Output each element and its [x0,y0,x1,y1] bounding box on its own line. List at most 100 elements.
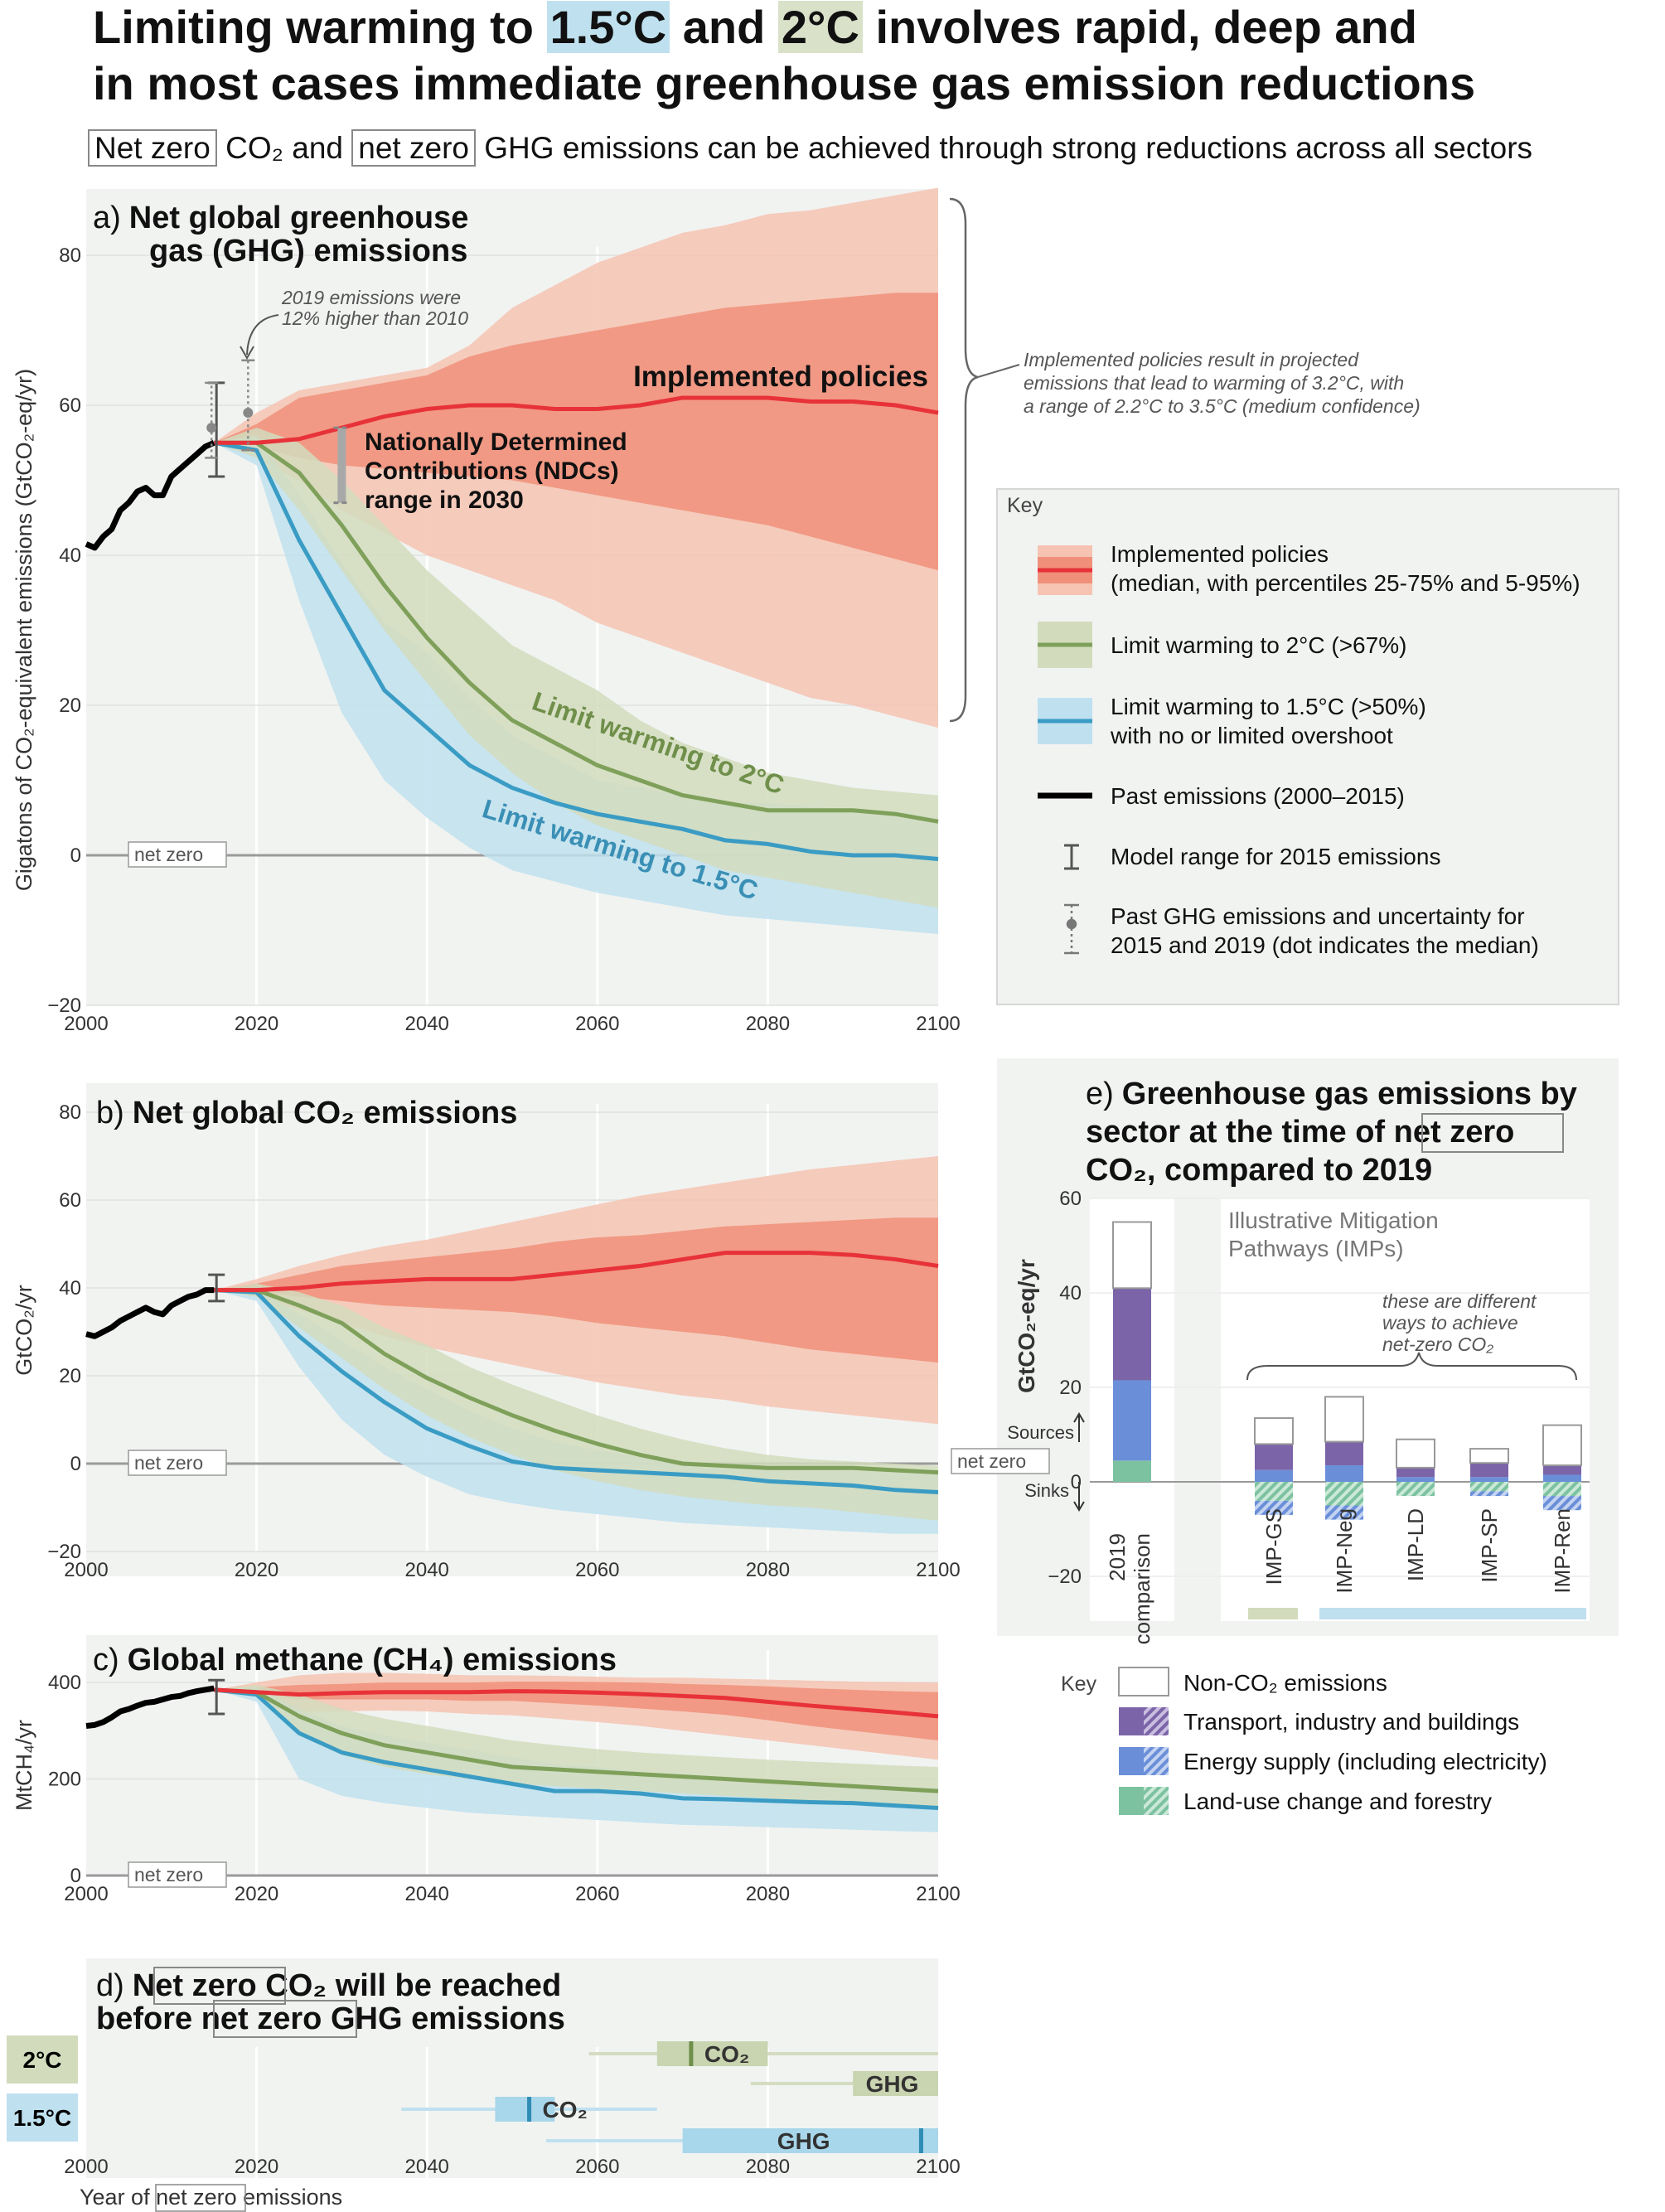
line-1-5c [213,1687,939,1810]
line-past-emissions [85,440,215,551]
x-tick-label: 2040 [405,1013,449,1035]
imp-label: Pathways (IMPs) [1228,1236,1404,1261]
bar-segment [1325,1441,1363,1466]
co2-2c-label: CO₂ [704,2041,749,2067]
net-zero-tag-box [128,1450,227,1476]
imp-note: these are different [1382,1290,1537,1312]
key-item-1-5c: Limit warming to 1.5°C (>50%) [1111,694,1426,719]
bar-segment [1255,1444,1293,1470]
x-tick-label: 2100 [916,1559,960,1581]
bar-segment [1543,1474,1581,1482]
title-text: and [670,1,778,53]
key-e-swatch-transport-hatch [1144,1707,1169,1735]
x-tick-label: 2040 [405,1559,449,1581]
key-item-2c: Limit warming to 2°C (>67%) [1111,632,1406,658]
bar-segment [1542,1424,1582,1467]
panel-c-title-text: Global methane (CH₄) emissions [128,1643,617,1677]
y-tick-label: 200 [48,1769,81,1791]
key-item-past: Past emissions (2000–2015) [1111,783,1405,809]
y-tick-label: 60 [59,1189,81,1212]
brace-note: a range of 2.2°C to 3.5°C (medium confid… [1024,395,1421,417]
ghg-2c-iqr [853,2071,938,2096]
y-tick-label: −20 [1048,1566,1082,1588]
panel-c-ylabel: MtCH₄/yr [12,1720,36,1811]
net-zero-tag: net zero [134,1864,203,1885]
bar-label: IMP-Ren [1550,1508,1575,1594]
panel-b-ylabel: GtCO₂/yr [12,1285,36,1375]
net-zero-tag-box [128,841,227,868]
xlabel-box: net zero [156,2185,237,2210]
bar-segment [1470,1477,1508,1482]
line-implemented-policies [214,1251,939,1293]
panel-d-plot: 2000 2020 2040 2060 2080 2100 CO₂ GHG CO₂ GHG [64,2041,961,2178]
net-zero-boxed: net zero [1394,1115,1515,1150]
co2-2c-iqr [656,2041,768,2066]
bar-label: IMP-SP [1477,1508,1502,1583]
panel-b-plot: 2000 2020 2040 2060 2080 2100−20020406080net … [12,1101,1050,1581]
label-ndc: Contributions (NDCs) [365,457,619,485]
key-item-model-range: Model range for 2015 emissions [1111,844,1440,869]
bar-segment-energy-sink [1470,1491,1508,1497]
key-item-1-5c: with no or limited overshoot [1110,723,1393,748]
y-tick-label: 0 [70,1865,81,1887]
note-arrow [246,314,279,356]
net-zero-tag: net zero [134,844,203,865]
xlabel-pre: Year of [80,2185,156,2210]
key-swatch-past-uncertainty [1064,903,1079,955]
title-highlight-1-5c: 1.5°C [546,1,670,53]
panel-c-plot: 2000 2020 2040 2060 2080 2100 0 200 400 net zero M… [12,1650,961,1905]
label-ndc: Nationally Determined [365,428,627,456]
note-arrow-head [240,346,254,361]
bar-segment [1470,1463,1508,1478]
x-tick-label: 2100 [916,1013,960,1035]
key-e-item-transport: Transport, industry and buildings [1183,1709,1519,1735]
imp-note: ways to achieve [1382,1312,1518,1333]
ghg-1-5c-iqr [682,2128,938,2153]
bar-segment [1325,1465,1363,1482]
subtitle: Net zero CO₂ and net zero GHG emissions … [88,129,1533,167]
panel-d-title-pre: before [96,2001,201,2036]
panel-d-xlabel: Year of net zero emissions [80,2185,342,2210]
key-e-item-energy: Energy supply (including electricity) [1183,1749,1547,1774]
panel-e-title-text: Greenhouse gas emissions by [1122,1077,1577,1111]
panel-a-ylabel: Gigatons of CO₂-equivalent emissions (Gt… [12,369,36,891]
y-tick-label: 80 [59,244,81,267]
key-item-policies: (median, with percentiles 25-75% and 5-9… [1111,570,1580,596]
brace [949,197,979,723]
x-tick-label: 2020 [235,1013,278,1035]
net-zero-tag: net zero [134,1452,203,1474]
panel-c-title: c) Global methane (CH₄) emissions [93,1643,617,1677]
bar-segment [1113,1288,1151,1381]
net-zero-boxed: net zero [201,2001,322,2036]
bar-label: 2019 [1105,1533,1130,1581]
past-uncertainty-median [206,423,217,433]
y-tick-label: 0 [70,845,81,867]
band-2c [214,1685,938,1808]
note-2019: 12% higher than 2010 [282,307,468,329]
line-implemented-policies [214,395,939,445]
row-label-1-5c: 1.5°C [13,2105,71,2131]
imp-label: Illustrative Mitigation [1228,1208,1439,1233]
subtitle-text: GHG emissions can be achieved through st… [475,131,1533,165]
line-1-5c [213,440,939,862]
ghg-1-5c-label: GHG [777,2128,830,2154]
x-tick-label: 2060 [575,1883,619,1905]
panel-e-title-line2: sector at the time of net zero [1086,1115,1514,1150]
imp-note: net-zero CO₂ [1382,1333,1493,1355]
key-swatch-model-range [1064,844,1079,870]
x-tick-label: 2080 [746,2156,790,2178]
imp-group-1-5c [1319,1608,1586,1619]
panel-a-letter: a) [93,201,121,235]
x-tick-label: 2020 [235,1559,278,1581]
y-tick-label: 20 [59,695,81,717]
bar-segment [1255,1482,1293,1501]
key-e-swatch-landuse-hatch [1144,1787,1169,1815]
sources-arrow [1073,1412,1085,1442]
net-zero-box: net zero [351,129,476,167]
row-label-1-5c-bg [7,2093,78,2142]
bar-segment [1543,1465,1581,1475]
bar-segment [1396,1477,1435,1482]
x-tick-label: 2060 [575,1013,619,1035]
panel-e-letter: e) [1086,1077,1114,1111]
panel-e-plot: −200204060GtCO₂-eq/yrSourcesSinksIllustr… [1007,1188,1590,1644]
